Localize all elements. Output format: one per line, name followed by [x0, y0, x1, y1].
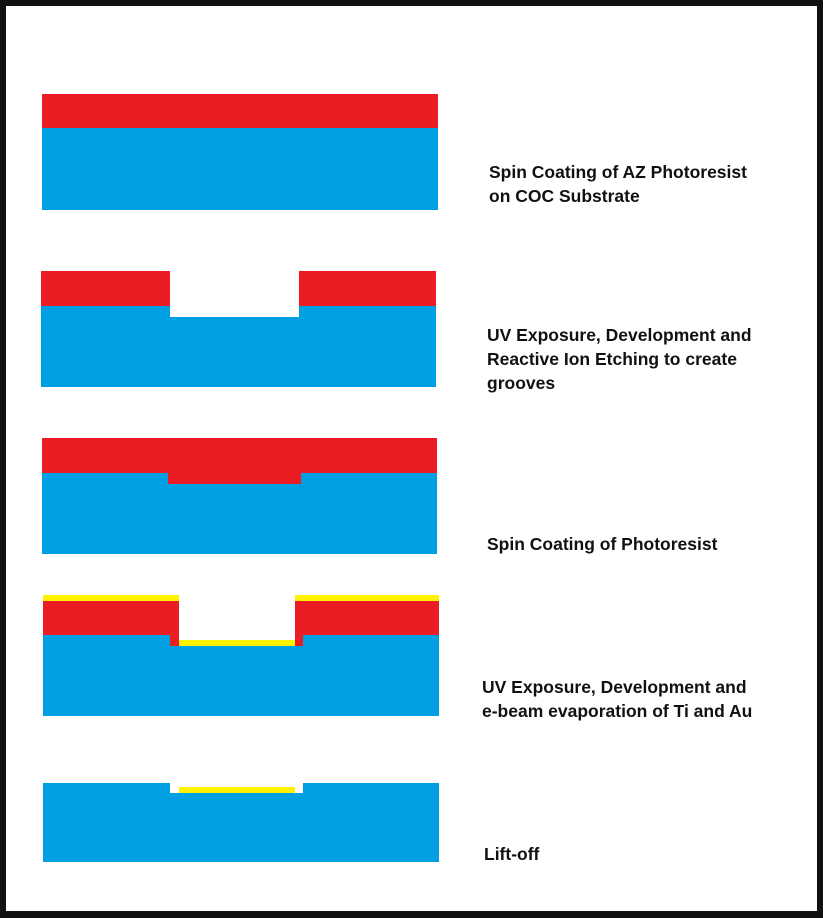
step-1-label: Spin Coating of AZ Photoresist on COC Su… [489, 162, 747, 206]
coc-substrate-groove [170, 793, 303, 862]
coc-substrate-groove [170, 317, 299, 387]
metal-in-groove [179, 640, 295, 646]
photoresist-wall-left [170, 635, 179, 646]
coc-substrate-right [303, 783, 439, 862]
photoresist-top [42, 438, 437, 474]
coc-substrate-groove [170, 646, 303, 716]
photoresist-left [41, 271, 170, 307]
photoresist-layer [42, 94, 438, 129]
photoresist-right [299, 271, 436, 307]
step-4-label: UV Exposure, Development and e-beam evap… [482, 677, 753, 721]
coc-substrate-right [301, 473, 437, 554]
coc-substrate-left [41, 306, 170, 387]
coc-substrate-right [299, 306, 436, 387]
coc-substrate-groove [168, 484, 301, 554]
step-3-label: Spin Coating of Photoresist [487, 534, 718, 554]
metal-on-resist-left [43, 595, 179, 601]
coc-substrate-left [43, 635, 170, 716]
photoresist-left [43, 601, 179, 636]
step-5-label: Lift-off [484, 844, 540, 864]
photoresist-right [295, 601, 439, 636]
step-2-label: UV Exposure, Development and Reactive Io… [487, 325, 752, 393]
metal-on-resist-right [295, 595, 439, 601]
coc-substrate-left [43, 783, 170, 862]
photoresist-groove-fill [168, 473, 301, 484]
coc-substrate-left [42, 473, 168, 554]
metal-electrode [179, 787, 295, 793]
coc-substrate-right [303, 635, 439, 716]
photoresist-wall-right [295, 635, 303, 646]
coc-substrate [42, 128, 438, 210]
